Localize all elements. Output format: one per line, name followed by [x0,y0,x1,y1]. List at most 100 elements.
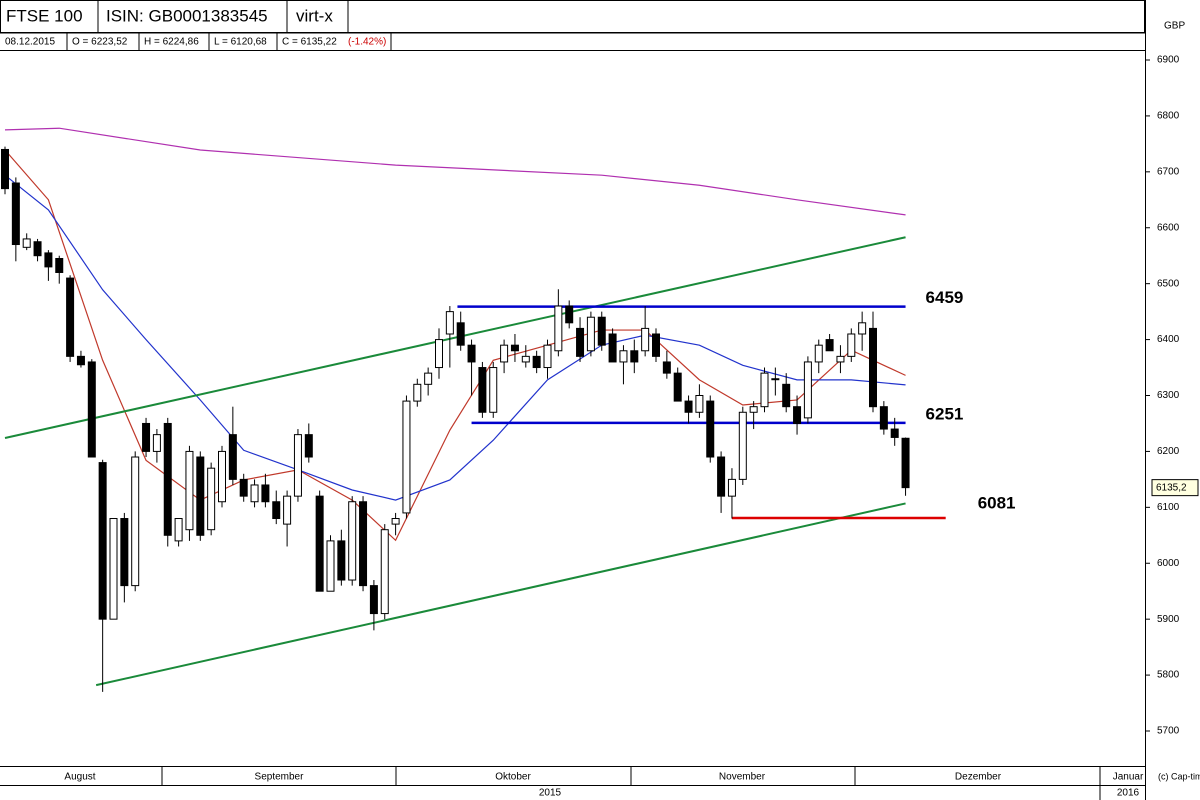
candle-body [510,344,519,352]
y-tick-label: 6500 [1157,278,1180,289]
candle-body [825,339,834,352]
candle-body [478,367,487,413]
candle-body [521,355,530,363]
candle-body [33,241,42,257]
candle-body [543,344,552,369]
candle-body [239,478,248,497]
y-tick-label: 6400 [1157,334,1180,345]
candle-body [717,456,726,497]
candle-body [152,434,161,452]
candle-body [120,518,129,587]
candle-body [793,406,802,424]
isin: ISIN: GB0001383545 [106,6,268,25]
candle-body [489,367,498,413]
moving-average [4,174,906,501]
candle-body [207,467,216,531]
candle-body [196,456,205,536]
candle-body [901,437,910,489]
candle-body [11,182,20,246]
header [0,0,1145,51]
open: O = 6223,52 [72,37,128,48]
month-label: August [64,772,95,783]
last-price-label: 6135,2 [1156,482,1187,493]
candle-body [391,518,400,525]
candle-body [163,422,172,536]
y-tick-label: 6300 [1157,390,1180,401]
month-label: September [255,772,305,783]
candle-body [76,355,85,366]
candle-body [858,322,867,335]
candle-body [44,252,53,268]
month-label: Dezember [955,772,1002,783]
candle-body [55,258,64,273]
candle-body [293,434,302,497]
candle-body [706,400,715,458]
candle-body [174,518,183,542]
candle-body [337,540,346,581]
candle-body [359,501,368,587]
candle-body [630,350,639,363]
candle-body [695,395,704,413]
exchange: virt-x [296,6,333,25]
title: FTSE 100 [6,6,83,25]
candle-body [782,383,791,408]
level-label: 6459 [926,288,964,307]
level-label: 6081 [978,493,1016,512]
high: H = 6224,86 [144,37,199,48]
candle-body [760,372,769,408]
candle-body [532,355,541,369]
candle-body [456,322,465,346]
candle-body [283,495,292,525]
date: 08.12.2015 [5,37,55,48]
candle-body [402,400,411,514]
candle-body [445,311,454,335]
candle-body [684,400,693,413]
candle-body [608,333,617,363]
candle-body [142,422,151,452]
candle-body [435,339,443,369]
y-tick-label: 6100 [1157,502,1180,513]
year-label: 2015 [539,788,562,799]
candle-body [87,361,96,458]
candle-body [847,333,856,357]
trend-line [4,236,906,439]
candle-body [803,361,812,419]
y-tick-label: 5800 [1157,670,1180,681]
candle-body [348,501,357,581]
candle-body [218,450,226,503]
y-tick-label: 6900 [1157,55,1180,66]
candle-body [22,238,31,248]
candle-body [66,277,75,357]
candle-body [131,456,140,587]
y-tick-label: 6600 [1157,222,1180,233]
year-label: 2016 [1117,788,1140,799]
candle-body [890,428,899,438]
candle-body [554,305,563,352]
candle-body [467,344,476,363]
currency: GBP [1164,21,1185,32]
candle-body [673,372,682,402]
candle-body [272,501,281,520]
candle-body [1,148,9,190]
candle-body [652,333,660,357]
change: (-1.42%) [348,37,386,48]
candle-body [380,529,389,615]
candle-body [879,406,888,430]
close: C = 6135,22 [282,37,337,48]
candle-body [662,361,671,374]
candle-body [749,406,758,413]
candle-body [326,540,335,592]
candle-body [565,305,574,324]
y-tick-label: 6800 [1157,111,1180,122]
y-tick-label: 5900 [1157,614,1180,625]
candle-body [641,327,650,352]
candle-body [586,316,595,352]
y-tick-label: 6700 [1157,166,1180,177]
candle-body [576,327,585,357]
moving-average [4,127,906,216]
y-tick-label: 6000 [1157,558,1180,569]
trend-line [95,502,906,687]
candle-body [413,383,422,402]
candle-body [836,355,845,363]
month-label: November [719,772,766,783]
